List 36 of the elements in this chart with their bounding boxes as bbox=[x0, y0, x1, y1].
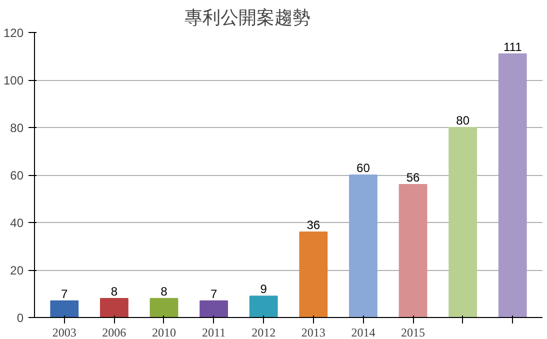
bar bbox=[249, 296, 278, 318]
x-tick-label: 2003 bbox=[52, 326, 76, 339]
y-tick-label: 40 bbox=[10, 216, 24, 230]
data-label: 56 bbox=[406, 170, 420, 184]
bar bbox=[448, 127, 478, 318]
x-tick-label: 2011 bbox=[202, 326, 226, 339]
y-tick-label: 120 bbox=[3, 26, 24, 40]
data-label: 9 bbox=[260, 282, 268, 296]
bar bbox=[349, 174, 378, 318]
x-tick-label: 2010 bbox=[152, 326, 176, 339]
data-label: 7 bbox=[210, 286, 218, 301]
y-tick-label: 100 bbox=[3, 74, 24, 88]
data-label: 80 bbox=[456, 114, 470, 128]
data-label: 8 bbox=[160, 284, 168, 298]
data-label: 36 bbox=[306, 218, 320, 232]
chart-title: 專利公開案趨勢 bbox=[184, 8, 310, 28]
x-tick-label: 2014 bbox=[351, 326, 376, 339]
bar bbox=[299, 232, 328, 318]
x-tick-label: 2012 bbox=[252, 326, 276, 339]
y-tick-label: 0 bbox=[16, 311, 24, 325]
bar bbox=[200, 300, 228, 318]
x-tick-label: 2013 bbox=[301, 326, 326, 339]
y-tick-label: 80 bbox=[10, 121, 24, 135]
data-label: 60 bbox=[356, 161, 370, 175]
bar bbox=[100, 298, 128, 318]
data-label: 8 bbox=[110, 284, 118, 298]
y-tick-label: 60 bbox=[10, 168, 24, 182]
x-tick-label: 2015 bbox=[401, 326, 426, 339]
data-label: 7 bbox=[61, 286, 68, 301]
bar bbox=[50, 300, 79, 318]
bar bbox=[498, 53, 527, 318]
y-tick-label: 20 bbox=[10, 264, 24, 278]
data-label: 111 bbox=[504, 40, 522, 54]
x-tick-label: 2006 bbox=[102, 326, 126, 339]
bar bbox=[150, 298, 178, 318]
bar bbox=[398, 184, 428, 318]
